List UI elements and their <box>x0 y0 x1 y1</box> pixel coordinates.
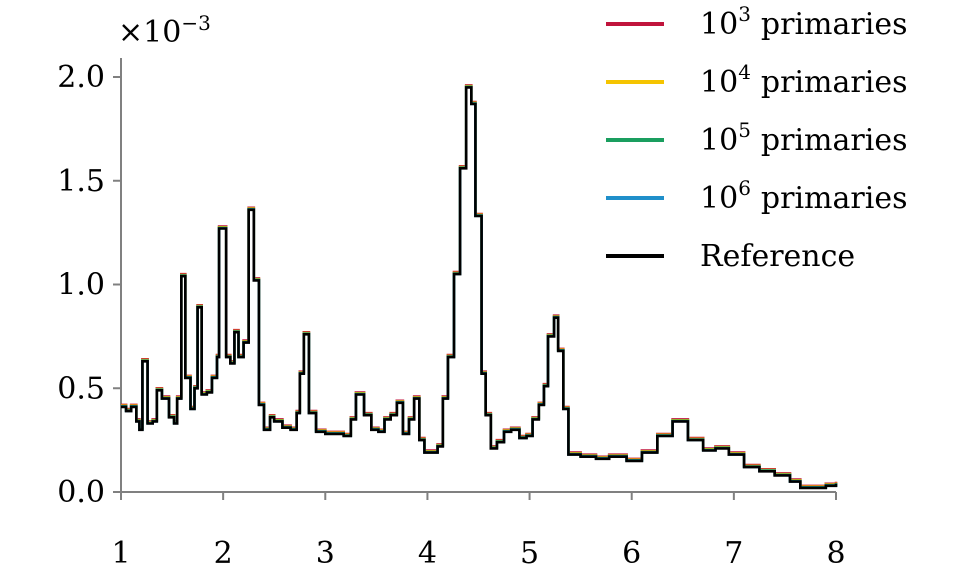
x-tick-label: 7 <box>724 536 743 571</box>
y-tick-label: 2.0 <box>57 60 105 95</box>
y-tick-label: 1.5 <box>57 164 105 199</box>
x-tick-label: 6 <box>622 536 641 571</box>
legend-label: 104 primaries <box>700 60 907 100</box>
axes <box>120 58 836 493</box>
series-group <box>121 84 838 490</box>
series-line-reference <box>121 86 838 490</box>
x-ticks: 1 2 3 4 5 6 7 8 <box>111 492 846 571</box>
y-ticks: 0.0 0.5 1.0 1.5 2.0 <box>57 60 121 510</box>
legend: 103 primaries 104 primaries 105 primaries 106 p… <box>606 2 907 274</box>
x-tick-label: 2 <box>214 536 233 571</box>
y-tick-label: 0.5 <box>57 371 105 406</box>
legend-label: Reference <box>700 239 855 274</box>
y-tick-label: 1.0 <box>57 268 105 303</box>
legend-label: 105 primaries <box>700 118 907 158</box>
legend-label: 103 primaries <box>700 2 907 42</box>
x-tick-label: 4 <box>418 536 437 571</box>
legend-label: 106 primaries <box>700 176 907 216</box>
x-tick-label: 5 <box>520 536 539 571</box>
y-tick-label: 0.0 <box>57 475 105 510</box>
x-tick-label: 1 <box>111 536 130 571</box>
x-tick-label: 8 <box>826 536 845 571</box>
x-tick-label: 3 <box>316 536 335 571</box>
y-scale-label: ×10−3 <box>118 11 211 50</box>
